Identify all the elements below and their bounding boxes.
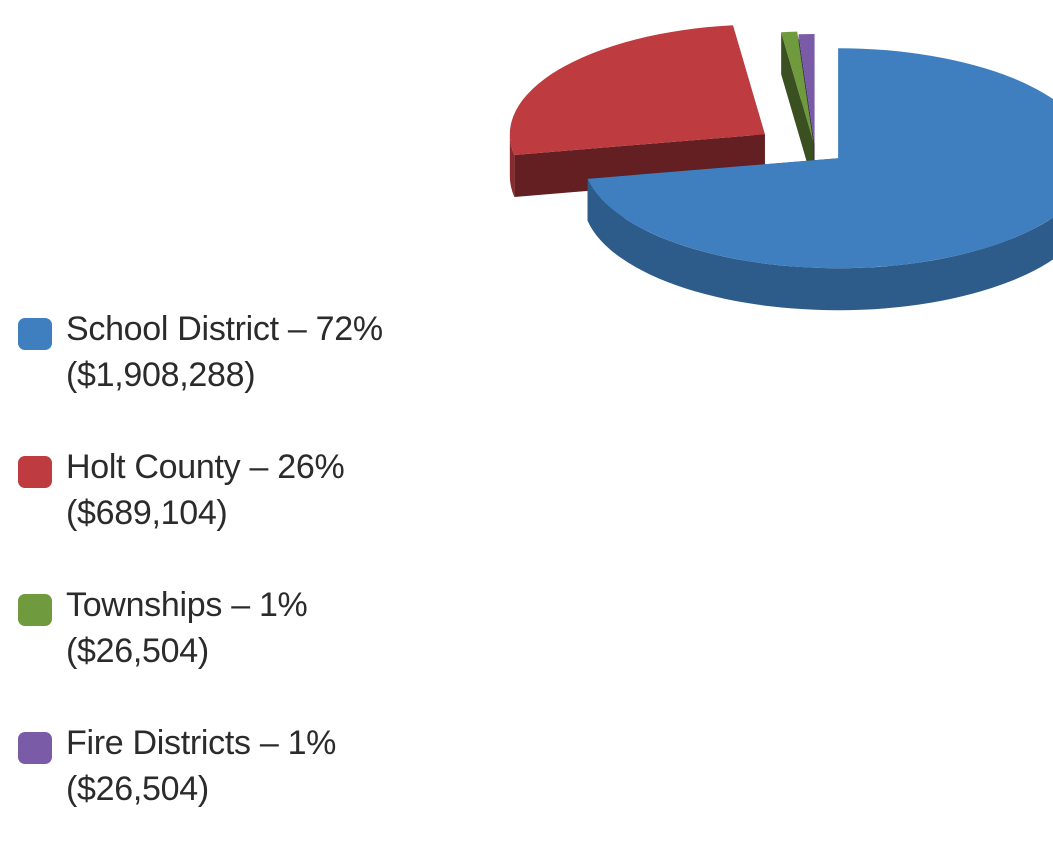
legend-swatch-townships xyxy=(18,594,52,626)
legend-amount-fire-districts: ($26,504) xyxy=(66,770,209,808)
legend-amount-townships: ($26,504) xyxy=(66,632,209,670)
legend-item-townships: Townships – 1% ($26,504) xyxy=(18,582,518,720)
pie-chart xyxy=(509,25,1053,311)
pie-slice-townships xyxy=(781,31,814,184)
legend-swatch-school-district xyxy=(18,318,52,350)
legend-amount-holt-county: ($689,104) xyxy=(66,494,228,532)
legend-label-school-district: School District – 72% xyxy=(66,310,383,348)
legend: School District – 72% ($1,908,288) Holt … xyxy=(18,306,518,858)
pie-slice-school-district xyxy=(587,48,1053,311)
legend-item-school-district: School District – 72% ($1,908,288) xyxy=(18,306,518,444)
legend-item-fire-districts: Fire Districts – 1% ($26,504) xyxy=(18,720,518,858)
legend-swatch-holt-county xyxy=(18,456,52,488)
legend-amount-school-district: ($1,908,288) xyxy=(66,356,256,394)
legend-label-townships: Townships – 1% xyxy=(66,586,308,624)
legend-swatch-fire-districts xyxy=(18,732,52,764)
legend-item-holt-county: Holt County – 26% ($689,104) xyxy=(18,444,518,582)
legend-label-holt-county: Holt County – 26% xyxy=(66,448,345,486)
legend-label-fire-districts: Fire Districts – 1% xyxy=(66,724,337,762)
